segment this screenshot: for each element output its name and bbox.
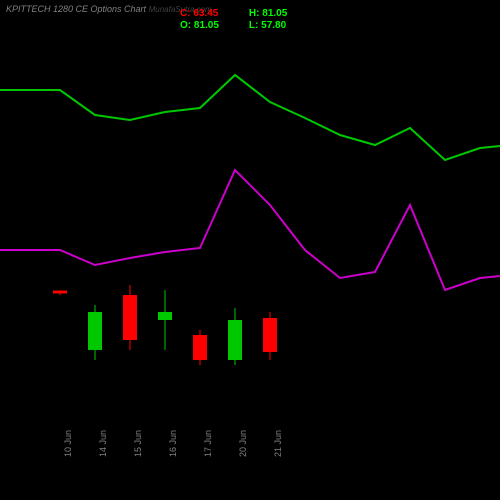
ohlc-close: C: 63.45 <box>180 8 219 19</box>
candle-body <box>228 320 242 360</box>
candle-body <box>193 335 207 360</box>
chart-area <box>0 40 500 400</box>
x-axis-label: 14 Jun <box>98 430 108 457</box>
ohlc-col-1: C: 63.45 O: 81.05 <box>180 8 219 31</box>
x-axis-label: 20 Jun <box>238 430 248 457</box>
x-axis-label: 10 Jun <box>63 430 73 457</box>
x-axis-label: 17 Jun <box>203 430 213 457</box>
ohlc-open: O: 81.05 <box>180 20 219 31</box>
candle-body <box>158 312 172 320</box>
ohlc-h-label: H: <box>249 8 260 19</box>
line-indicator-green <box>0 75 500 160</box>
ohlc-c-value: 63.45 <box>193 8 218 19</box>
candle-body <box>123 295 137 340</box>
x-axis-labels: 10 Jun 14 Jun 15 Jun 16 Jun 17 Jun 20 Jun 21 J… <box>0 402 500 462</box>
x-axis-label: 16 Jun <box>168 430 178 457</box>
chart-svg <box>0 40 500 400</box>
ohlc-block: C: 63.45 O: 81.05 H: 81.05 L: 57.80 <box>180 8 287 31</box>
ohlc-o-value: 81.05 <box>194 20 219 31</box>
candle-body <box>263 318 277 352</box>
title-text: KPITTECH 1280 CE Options Chart <box>6 4 146 14</box>
ohlc-c-label: C: <box>180 8 191 19</box>
ohlc-l-label: L: <box>249 20 258 31</box>
line-indicator-magenta <box>0 170 500 290</box>
x-axis-label: 15 Jun <box>133 430 143 457</box>
ohlc-low: L: 57.80 <box>249 20 287 31</box>
ohlc-col-2: H: 81.05 L: 57.80 <box>249 8 287 31</box>
ohlc-h-value: 81.05 <box>262 8 287 19</box>
ohlc-o-label: O: <box>180 20 191 31</box>
ohlc-l-value: 57.80 <box>261 20 286 31</box>
x-axis-label: 21 Jun <box>273 430 283 457</box>
candle-body <box>88 312 102 350</box>
ohlc-high: H: 81.05 <box>249 8 287 19</box>
